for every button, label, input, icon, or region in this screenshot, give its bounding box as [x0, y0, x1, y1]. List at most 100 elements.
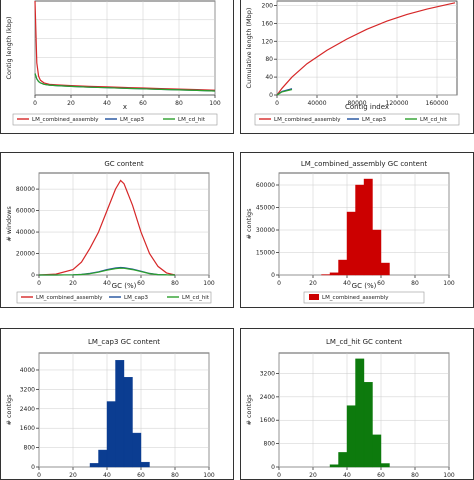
x-tick-label: 100	[443, 472, 455, 479]
x-tick-label: 80	[411, 280, 419, 287]
y-tick-label: 80	[265, 56, 273, 63]
histogram-bar	[356, 185, 365, 275]
y-tick-label: 120	[262, 38, 274, 45]
y-tick-label: 0	[271, 464, 275, 471]
histogram-bar	[330, 465, 339, 467]
x-tick-label: 80	[171, 280, 179, 287]
x-axis-label: GC (%)	[112, 282, 137, 290]
x-axis-label: Contig index	[345, 103, 389, 111]
plot-area	[277, 1, 457, 95]
x-tick-label: 60	[377, 472, 385, 479]
histogram-bar	[330, 273, 339, 275]
histogram-bar	[339, 452, 348, 467]
x-tick-label: 20	[69, 472, 77, 479]
y-tick-label: 2400	[20, 406, 35, 413]
y-tick-label: 0	[31, 464, 35, 471]
x-tick-label: 80	[175, 100, 183, 107]
x-tick-label: 80	[411, 472, 419, 479]
legend-label-2: LM_cap3	[120, 117, 144, 123]
histogram-bar	[381, 263, 390, 275]
chart-title: LM_cd_hit GC content	[326, 338, 402, 346]
x-tick-label: 160000	[426, 100, 449, 107]
y-axis-label: # windows	[5, 206, 13, 242]
histogram-bar	[99, 450, 108, 467]
y-tick-label: 160	[262, 20, 274, 27]
x-tick-label: 100	[203, 472, 215, 479]
x-tick-label: 20	[69, 280, 77, 287]
histogram-bar	[133, 433, 142, 467]
histogram-bar	[373, 435, 382, 467]
legend-label-2: LM_cap3	[124, 295, 148, 301]
histogram-bar	[347, 212, 356, 275]
x-tick-label: 0	[37, 472, 41, 479]
y-axis-label: Contig length (kbp)	[5, 16, 13, 79]
chart-title: LM_combined_assembly GC content	[301, 160, 428, 168]
y-tick-label: 0	[271, 272, 275, 279]
plot-area	[39, 173, 209, 275]
legend-label-3: LM_cd_hit	[182, 295, 210, 301]
y-tick-label: 0	[31, 272, 35, 279]
y-tick-label: 60000	[16, 208, 35, 215]
x-tick-label: 0	[33, 100, 37, 107]
x-tick-label: 100	[203, 280, 215, 287]
y-tick-label: 200	[262, 2, 274, 9]
x-tick-label: 0	[37, 280, 41, 287]
x-tick-label: 40	[103, 100, 111, 107]
chart-title: GC content	[104, 160, 144, 168]
y-axis-label: # contigs	[245, 394, 253, 426]
y-tick-label: 4000	[20, 367, 35, 374]
y-tick-label: 40	[265, 74, 273, 81]
y-tick-label: 800	[264, 441, 276, 448]
histogram-bar	[107, 402, 116, 467]
legend-label-1: LM_combined_assembly	[32, 117, 99, 123]
legend-label-1: LM_combined_assembly	[36, 295, 103, 301]
x-axis-label: GC (%)	[352, 282, 377, 290]
legend-label-1: LM_combined_assembly	[274, 117, 341, 123]
x-tick-label: 20	[309, 280, 317, 287]
x-tick-label: 100	[209, 100, 221, 107]
x-tick-label: 40	[103, 280, 111, 287]
plot-area	[35, 1, 215, 95]
y-axis-label: Cumulative length (Mbp)	[245, 8, 253, 89]
histogram-bar	[356, 359, 365, 467]
histogram-bar	[364, 382, 373, 467]
y-tick-label: 40000	[16, 229, 35, 236]
y-tick-label: 20000	[16, 251, 35, 258]
y-tick-label: 3200	[20, 386, 35, 393]
y-tick-label: 2400	[260, 394, 275, 401]
histogram-bar	[373, 230, 382, 275]
legend-swatch	[309, 294, 319, 300]
legend-label-2: LM_cap3	[362, 117, 386, 123]
y-axis-label: # contigs	[245, 208, 253, 240]
legend-label: LM_combined_assembly	[322, 295, 389, 301]
histogram-bar	[141, 462, 150, 467]
x-tick-label: 80	[171, 472, 179, 479]
y-tick-label: 0	[269, 92, 273, 99]
chart-title: LM_cap3 GC content	[88, 338, 160, 346]
x-tick-label: 0	[277, 472, 281, 479]
y-axis-label: # contigs	[5, 394, 13, 426]
y-tick-label: 800	[24, 445, 36, 452]
y-tick-label: 1600	[260, 417, 275, 424]
histogram-bar	[381, 463, 390, 467]
y-tick-label: 30000	[256, 227, 275, 234]
x-tick-label: 0	[275, 100, 279, 107]
x-tick-label: 0	[277, 280, 281, 287]
chart-svg-3: 0 20 40 60 80 100 0 20000 40000 60000 80000 GC cont…	[1, 153, 233, 307]
histogram-bar	[364, 179, 373, 275]
y-tick-label: 80000	[16, 186, 35, 193]
histogram-bar	[347, 406, 356, 467]
y-tick-label: 15000	[256, 250, 275, 257]
x-tick-label: 60	[377, 280, 385, 287]
y-tick-label: 60000	[256, 182, 275, 189]
x-tick-label: 60	[137, 280, 145, 287]
